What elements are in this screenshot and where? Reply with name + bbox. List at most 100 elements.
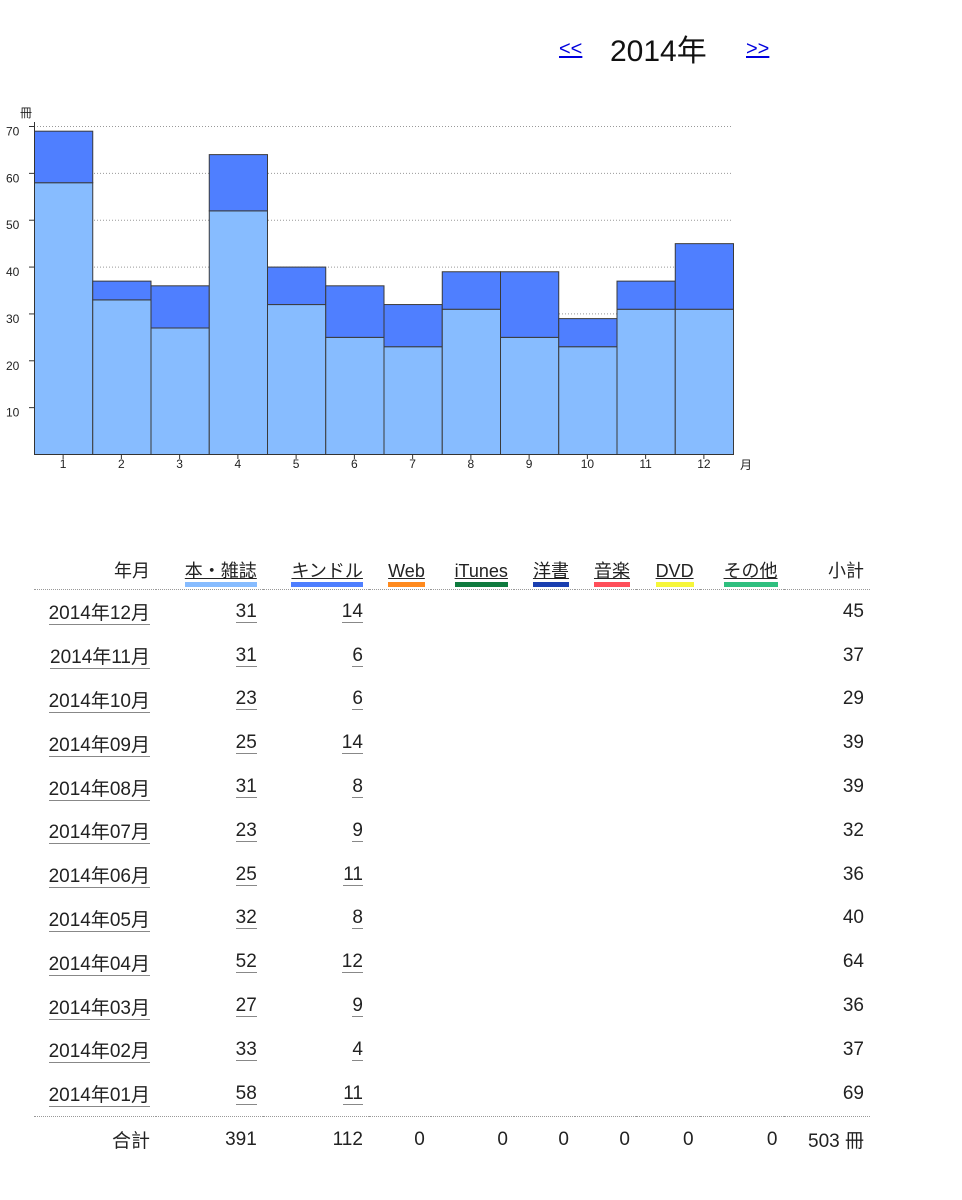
table-row: 2014年12月 31 14 45 xyxy=(34,590,870,634)
x-tick-label: 12 xyxy=(697,457,711,471)
row-month-link[interactable]: 2014年11月 xyxy=(50,647,150,670)
header-books[interactable]: 本・雑誌 xyxy=(156,553,263,590)
row-books-cell[interactable]: 27 xyxy=(235,995,257,1018)
total-dvd: 0 xyxy=(635,1115,700,1163)
row-kindle-cell[interactable]: 14 xyxy=(341,732,363,755)
bar-segment xyxy=(674,243,734,310)
row-dvd-cell xyxy=(636,853,700,897)
table-row: 2014年07月 23 9 32 xyxy=(34,809,870,853)
header-dvd[interactable]: DVD xyxy=(635,553,700,590)
row-other-cell xyxy=(700,1072,784,1116)
header-music[interactable]: 音楽 xyxy=(574,553,636,590)
row-kindle-cell[interactable]: 9 xyxy=(352,995,363,1018)
row-books-cell[interactable]: 25 xyxy=(235,863,257,886)
row-kindle-cell[interactable]: 8 xyxy=(352,907,363,930)
total-web: 0 xyxy=(368,1115,431,1163)
row-books-cell[interactable]: 58 xyxy=(235,1082,257,1105)
header-itunes[interactable]: iTunes xyxy=(430,553,514,590)
row-books-cell[interactable]: 33 xyxy=(235,1038,257,1061)
row-books-cell[interactable]: 25 xyxy=(235,732,257,755)
bar-segment xyxy=(150,285,210,329)
row-books-cell[interactable]: 31 xyxy=(235,644,257,667)
header-subtotal: 小計 xyxy=(783,553,870,590)
row-month-link[interactable]: 2014年06月 xyxy=(48,866,150,889)
row-other-cell xyxy=(700,984,784,1028)
row-web-cell xyxy=(369,678,431,722)
bar-segment xyxy=(325,285,385,338)
bar-segment xyxy=(208,210,268,456)
header-other[interactable]: その他 xyxy=(699,553,784,590)
row-month-link[interactable]: 2014年01月 xyxy=(48,1085,150,1108)
bar-segment xyxy=(383,304,443,348)
table-body: 2014年12月 31 14 45 2014年11月 31 6 37 2014年10月 23 6 29… xyxy=(34,590,870,1117)
row-web-cell xyxy=(369,984,431,1028)
row-yosho-cell xyxy=(514,590,575,634)
row-subtotal-cell: 37 xyxy=(842,1038,864,1060)
y-axis-unit-label: 冊 xyxy=(20,106,32,120)
row-itunes-cell xyxy=(431,853,514,897)
total-subtotal: 503 冊 xyxy=(783,1115,870,1163)
row-kindle-cell[interactable]: 11 xyxy=(343,863,363,886)
row-month-link[interactable]: 2014年08月 xyxy=(48,778,150,801)
row-month-link[interactable]: 2014年05月 xyxy=(48,909,150,932)
total-itunes: 0 xyxy=(430,1115,514,1163)
row-itunes-cell xyxy=(431,809,514,853)
row-itunes-cell xyxy=(431,721,514,765)
row-kindle-cell[interactable]: 11 xyxy=(343,1082,363,1105)
x-tick-label: 4 xyxy=(235,457,242,471)
row-month-link[interactable]: 2014年10月 xyxy=(48,690,150,713)
row-kindle-cell[interactable]: 12 xyxy=(341,951,363,974)
row-books-cell[interactable]: 52 xyxy=(235,951,257,974)
row-kindle-cell[interactable]: 6 xyxy=(352,688,363,711)
row-month-link[interactable]: 2014年12月 xyxy=(48,603,150,626)
row-itunes-cell xyxy=(431,634,514,678)
row-books-cell[interactable]: 31 xyxy=(235,600,257,623)
row-music-cell xyxy=(575,590,636,634)
row-month-link[interactable]: 2014年04月 xyxy=(48,953,150,976)
row-dvd-cell xyxy=(636,1072,700,1116)
bar-segment xyxy=(208,154,268,212)
row-dvd-cell xyxy=(636,1028,700,1072)
header-kindle[interactable]: キンドル xyxy=(262,553,369,590)
y-tick-label: 50 xyxy=(6,218,20,232)
row-kindle-cell[interactable]: 4 xyxy=(352,1038,363,1061)
previous-year-link[interactable]: << xyxy=(559,38,583,60)
row-books-cell[interactable]: 31 xyxy=(235,776,257,799)
total-books: 391 xyxy=(156,1115,263,1163)
header-web[interactable]: Web xyxy=(368,553,431,590)
row-yosho-cell xyxy=(514,809,575,853)
row-month-link[interactable]: 2014年03月 xyxy=(48,997,150,1020)
table-row: 2014年03月 27 9 36 xyxy=(34,984,870,1028)
bar-segment xyxy=(92,280,152,301)
row-kindle-cell[interactable]: 6 xyxy=(352,644,363,667)
row-kindle-cell[interactable]: 14 xyxy=(341,600,363,623)
table-row: 2014年04月 52 12 64 xyxy=(34,940,870,984)
row-books-cell[interactable]: 23 xyxy=(235,688,257,711)
bar-segment xyxy=(616,280,676,310)
row-yosho-cell xyxy=(514,765,575,809)
y-tick-label: 30 xyxy=(6,312,20,326)
row-subtotal-cell: 39 xyxy=(842,776,864,798)
row-itunes-cell xyxy=(431,1028,514,1072)
row-month-link[interactable]: 2014年02月 xyxy=(48,1041,150,1064)
row-subtotal-cell: 36 xyxy=(842,863,864,885)
total-music: 0 xyxy=(574,1115,636,1163)
row-itunes-cell xyxy=(431,897,514,941)
row-month-link[interactable]: 2014年09月 xyxy=(48,734,150,757)
bar-segment xyxy=(34,130,94,184)
next-year-link[interactable]: >> xyxy=(746,38,770,60)
row-music-cell xyxy=(575,809,636,853)
row-books-cell[interactable]: 23 xyxy=(235,819,257,842)
row-kindle-cell[interactable]: 9 xyxy=(352,819,363,842)
table-header-row: 年月 本・雑誌 キンドル Web iTunes 洋書 音楽 DVD その他 小計 xyxy=(34,553,870,590)
row-web-cell xyxy=(369,897,431,941)
row-itunes-cell xyxy=(431,678,514,722)
bar-segment xyxy=(674,308,734,455)
row-yosho-cell xyxy=(514,984,575,1028)
header-yosho[interactable]: 洋書 xyxy=(513,553,575,590)
table-row: 2014年02月 33 4 37 xyxy=(34,1028,870,1072)
row-month-link[interactable]: 2014年07月 xyxy=(48,822,150,845)
row-books-cell[interactable]: 32 xyxy=(235,907,257,930)
row-kindle-cell[interactable]: 8 xyxy=(352,776,363,799)
x-tick-label: 2 xyxy=(118,457,125,471)
